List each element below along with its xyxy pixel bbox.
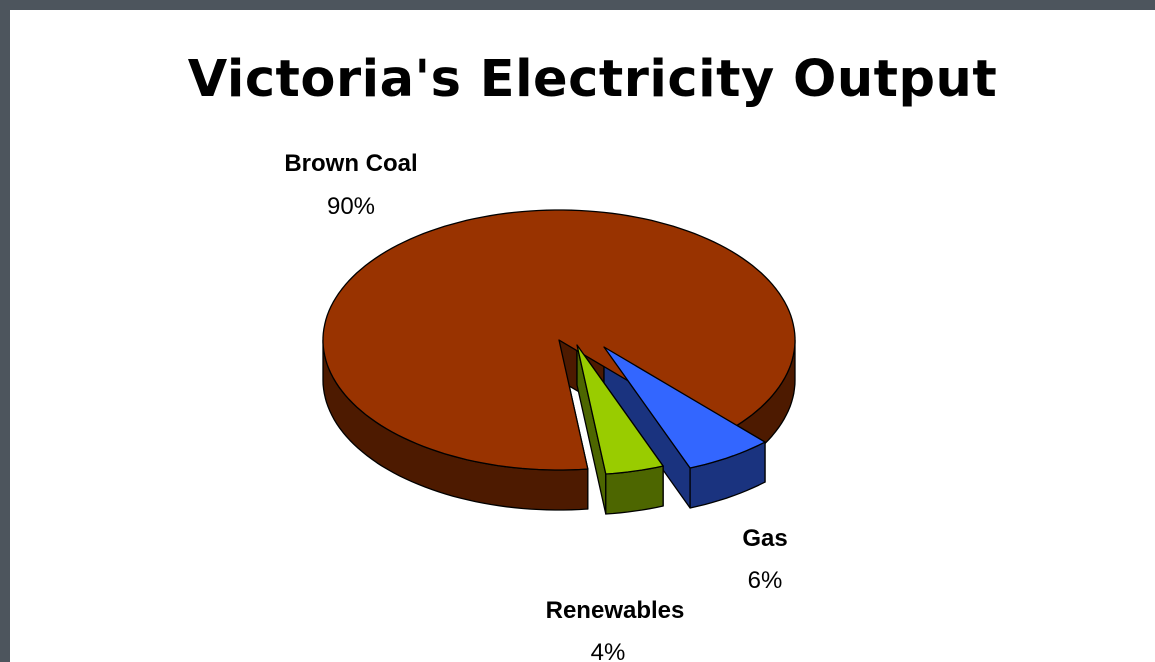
slice-label-name: Brown Coal xyxy=(284,150,417,177)
slide: Victoria's Electricity Output Brown Coal… xyxy=(10,10,1155,662)
slice-label-renewables: Renewables 4% xyxy=(546,597,685,662)
slice-label-gas: Gas 6% xyxy=(742,525,787,594)
pie-slice-renewables xyxy=(576,344,664,475)
slice-label-brown-coal: Brown Coal 90% xyxy=(284,150,417,220)
slice-label-value: 4% xyxy=(591,639,626,662)
slice-label-value: 90% xyxy=(327,193,375,220)
chart-title: Victoria's Electricity Output xyxy=(187,50,998,109)
pie-chart: Brown Coal 90% Gas 6% Renewables 4% xyxy=(284,150,796,662)
slice-label-name: Gas xyxy=(742,525,787,552)
pie-slice-gas xyxy=(603,346,766,469)
slice-label-name: Renewables xyxy=(546,597,685,624)
slice-label-value: 6% xyxy=(748,567,783,594)
pie-tops xyxy=(322,209,796,475)
